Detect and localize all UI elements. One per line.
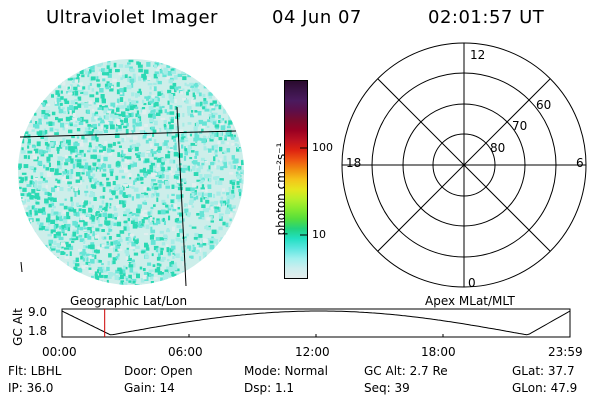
x-tick-2359: 23:59 <box>548 345 583 359</box>
ip-info: IP: 36.0 <box>8 381 54 395</box>
date-label: 04 Jun 07 <box>272 7 362 28</box>
x-tick-0600: 06:00 <box>168 345 203 359</box>
polar-plot <box>341 42 587 288</box>
lat-label-80: 80 <box>490 141 506 155</box>
timeline-y-tick-top: 9.0 <box>28 305 48 319</box>
door-info: Door: Open <box>124 364 193 378</box>
gc-alt-info: GC Alt: 2.7 Re <box>364 364 448 378</box>
colorbar-tick-10: 10 <box>312 228 326 241</box>
x-tick-1800: 18:00 <box>421 345 456 359</box>
altitude-curve <box>61 310 571 336</box>
x-tick-0000: 00:00 <box>42 345 77 359</box>
colorbar <box>284 80 308 279</box>
lat-label-60: 60 <box>536 98 552 112</box>
dsp-info: Dsp: 1.1 <box>244 381 295 395</box>
mlt-label-12: 12 <box>470 48 486 62</box>
glon-info: GLon: 47.9 <box>512 381 578 395</box>
colorbar-tick-100: 100 <box>312 141 333 154</box>
mlt-label-18: 18 <box>346 156 362 170</box>
timeline-right-title: Apex MLat/MLT <box>425 294 515 308</box>
glat-info: GLat: 37.7 <box>512 364 575 378</box>
mlt-label-6: 6 <box>576 156 584 170</box>
lat-line <box>19 130 237 138</box>
x-tick-1200: 12:00 <box>295 345 330 359</box>
instrument-title: Ultraviolet Imager <box>46 7 218 28</box>
gain-info: Gain: 14 <box>124 381 175 395</box>
lon-line <box>176 106 187 287</box>
colorbar-ticks <box>300 147 307 236</box>
uv-image-disc <box>18 59 244 287</box>
filter-info: Flt: LBHL <box>8 364 62 378</box>
mlt-label-0: 0 <box>468 276 476 290</box>
lat-label-70: 70 <box>512 119 528 133</box>
altitude-chart <box>61 308 571 338</box>
seq-info: Seq: 39 <box>364 381 410 395</box>
tick-mark <box>20 261 23 273</box>
timeline-y-tick-bottom: 1.8 <box>28 324 48 338</box>
timeline-left-title: Geographic Lat/Lon <box>70 294 188 308</box>
mode-info: Mode: Normal <box>244 364 328 378</box>
time-label: 02:01:57 UT <box>428 7 545 28</box>
